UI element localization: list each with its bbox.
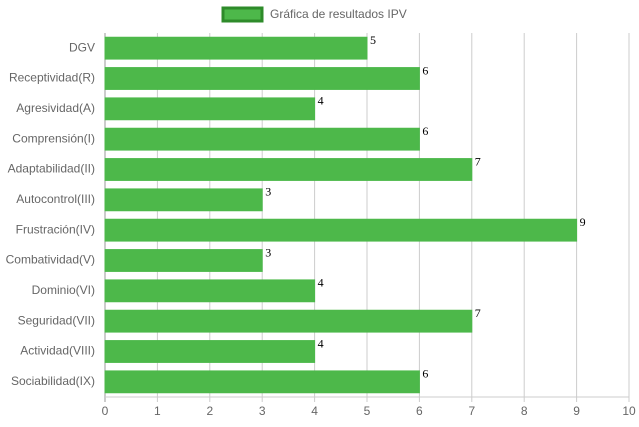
bar <box>104 218 578 242</box>
value-label: 4 <box>318 94 324 108</box>
x-tick-label: 9 <box>573 404 580 418</box>
bar <box>104 370 420 394</box>
bar <box>104 36 368 60</box>
x-tick-label: 0 <box>102 404 109 418</box>
value-label: 3 <box>265 245 271 259</box>
x-tick-label: 10 <box>622 404 636 418</box>
y-tick-label: Sociabilidad(IX) <box>11 374 95 388</box>
x-tick-label: 6 <box>416 404 423 418</box>
bar <box>104 188 263 212</box>
bar <box>104 249 263 272</box>
value-label: 4 <box>318 276 324 290</box>
x-tick-label: 2 <box>206 404 213 418</box>
bar <box>104 97 316 121</box>
legend-swatch <box>221 6 264 23</box>
bar <box>104 279 316 303</box>
y-tick-label: Receptividad(R) <box>9 71 95 85</box>
y-tick-label: Agresividad(A) <box>16 101 95 115</box>
value-label: 7 <box>475 306 481 320</box>
y-tick-label: Dominio(VI) <box>32 283 95 297</box>
value-label: 5 <box>370 33 376 47</box>
x-tick-label: 3 <box>259 404 266 418</box>
x-tick-label: 1 <box>154 404 161 418</box>
bar <box>104 340 316 363</box>
value-label: 6 <box>422 124 428 138</box>
value-label: 6 <box>422 367 428 381</box>
x-tick-label: 4 <box>311 404 318 418</box>
bar <box>104 158 473 181</box>
x-tick-label: 7 <box>468 404 475 418</box>
y-tick-label: DGV <box>69 40 95 54</box>
bar <box>104 309 473 333</box>
y-tick-label: Frustración(IV) <box>16 222 95 236</box>
value-label: 6 <box>422 63 428 77</box>
value-label: 3 <box>265 185 271 199</box>
y-tick-label: Comprensión(I) <box>12 131 95 145</box>
legend-label: Gráfica de resultados IPV <box>270 7 407 21</box>
value-label: 7 <box>475 154 481 168</box>
value-label: 9 <box>580 215 586 229</box>
x-tick-label: 5 <box>364 404 371 418</box>
bar <box>104 67 420 90</box>
y-tick-label: Adaptabilidad(II) <box>8 162 95 176</box>
y-tick-label: Combatividad(V) <box>6 253 95 267</box>
y-tick-label: Seguridad(VII) <box>18 313 95 327</box>
value-label: 4 <box>318 336 324 350</box>
bar <box>104 127 420 151</box>
y-tick-label: Autocontrol(III) <box>16 192 95 206</box>
y-tick-label: Actividad(VIII) <box>20 344 95 358</box>
x-tick-label: 8 <box>521 404 528 418</box>
